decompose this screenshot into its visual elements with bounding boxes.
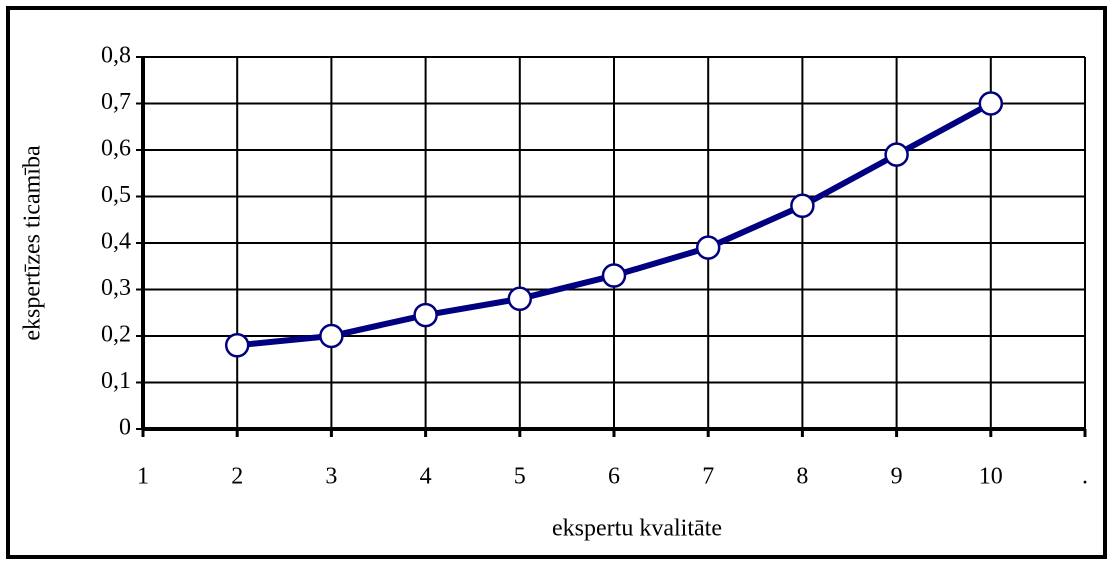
x-tick-label: 3 [325,464,337,490]
y-tick-label: 0,2 [101,322,131,348]
y-tick-label: 0,4 [101,229,131,255]
data-point [601,263,627,288]
data-point [884,142,909,167]
y-tick-label: 0,3 [101,275,131,301]
y-tick-label: 0,7 [101,89,131,115]
x-tick-label: 4 [420,464,432,490]
x-tick-label: 7 [702,464,714,490]
data-point [413,302,438,328]
data-point [695,235,721,260]
x-tick-label: 9 [891,464,903,490]
x-tick-label: 10 [979,464,1003,490]
y-axis-label: ekspertīzes ticamība [20,145,46,341]
data-point [224,333,250,358]
y-tick-label: 0 [119,415,131,441]
x-tick-label: 1 [137,464,149,490]
y-tick-label: 0,8 [101,43,131,69]
data-point [507,286,533,312]
x-tick-label: . [1082,464,1088,490]
x-tick-label: 5 [514,464,526,490]
x-tick-label: 2 [231,464,243,490]
y-tick-label: 0,1 [101,368,131,394]
x-tick-label: 6 [608,464,620,490]
data-point [319,323,344,349]
x-axis-label: ekspertu kvalitāte [552,516,722,542]
y-tick-label: 0,6 [101,136,131,162]
y-tick-label: 0,5 [101,182,131,208]
data-point [978,91,1004,116]
chart-border [6,6,1107,559]
x-tick-label: 8 [796,464,808,490]
data-point [790,193,815,219]
